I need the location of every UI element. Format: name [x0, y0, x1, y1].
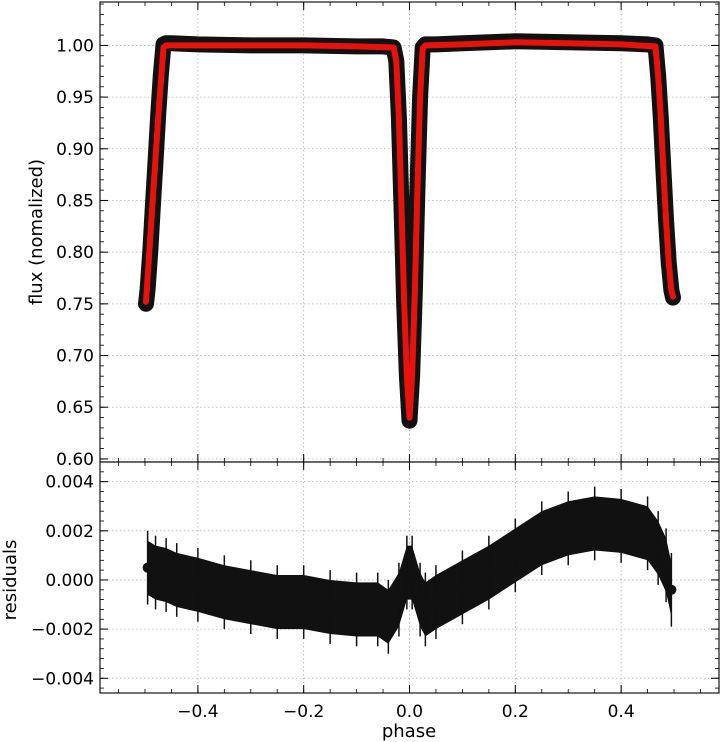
residual-point [245, 592, 256, 603]
x-tick-label: −0.2 [283, 702, 324, 722]
residual-point [483, 567, 494, 578]
y-tick-label: 0.75 [56, 295, 94, 315]
residual-point [420, 604, 431, 615]
y-tick-label: 0.70 [56, 347, 94, 367]
residual-point [616, 520, 627, 531]
residual-point [563, 523, 574, 534]
residual-point [407, 567, 418, 578]
y-tick-label: 0.90 [56, 140, 94, 160]
residual-point [372, 604, 383, 615]
y-tick-label: −0.002 [31, 620, 94, 640]
flux-y-axis-label: flux (nomalized) [26, 159, 47, 305]
residuals-panel-frame [99, 461, 720, 694]
residuals-y-axis-label: residuals [0, 540, 21, 621]
y-tick-label: 0.85 [56, 191, 94, 211]
y-tick-label: 1.00 [56, 36, 94, 56]
residual-point [298, 597, 309, 608]
residual-point [666, 584, 677, 595]
model-curve [143, 39, 676, 421]
residual-point [430, 597, 441, 608]
residual-point [661, 560, 672, 571]
residual-point [272, 597, 283, 608]
y-tick-label: 0.000 [45, 571, 94, 591]
y-tick-label: −0.004 [31, 669, 94, 689]
residual-point [219, 587, 230, 598]
residual-point [150, 567, 161, 578]
y-tick-label: 0.80 [56, 243, 94, 263]
residual-point [383, 611, 394, 622]
residual-point [415, 594, 426, 605]
residual-point [393, 594, 404, 605]
x-tick-label: 0.0 [396, 702, 423, 722]
residual-point [161, 570, 172, 581]
y-tick-label: 0.60 [56, 450, 94, 470]
residual-point [653, 543, 664, 554]
flux-panel: 0.60 0.65 0.70 0.75 0.80 0.85 0.90 0.95 1.00 flu… [26, 1, 720, 470]
flux-marks [138, 33, 681, 429]
residual-point [457, 582, 468, 593]
residual-point [142, 562, 153, 573]
residual-point [510, 550, 521, 561]
residual-point [589, 518, 600, 529]
y-tick-label: 0.004 [45, 473, 94, 493]
residual-point [171, 574, 182, 585]
residuals-marks [142, 486, 677, 654]
y-tick-label: 0.002 [45, 522, 94, 542]
residuals-panel: −0.4 −0.2 0.0 0.2 0.4 −0.004 −0.002 0.000 0.002 0… [0, 461, 720, 742]
phase-x-axis-label: phase [382, 721, 436, 742]
residual-point [325, 601, 336, 612]
x-tick-label: 0.4 [608, 702, 635, 722]
residuals-ticks: −0.4 −0.2 0.0 0.2 0.4 −0.004 −0.002 0.000 0.002 0… [31, 462, 719, 722]
y-tick-label: 0.65 [56, 398, 94, 418]
y-tick-label: 0.95 [56, 88, 94, 108]
flux-data-point [403, 414, 416, 428]
x-tick-label: −0.4 [177, 702, 218, 722]
x-tick-label: 0.2 [502, 702, 529, 722]
flux-ticks: 0.60 0.65 0.70 0.75 0.80 0.85 0.90 0.95 1.00 [56, 2, 719, 470]
residual-point [192, 579, 203, 590]
residual-point [351, 604, 362, 615]
residual-point [536, 533, 547, 544]
residual-point [642, 528, 653, 539]
